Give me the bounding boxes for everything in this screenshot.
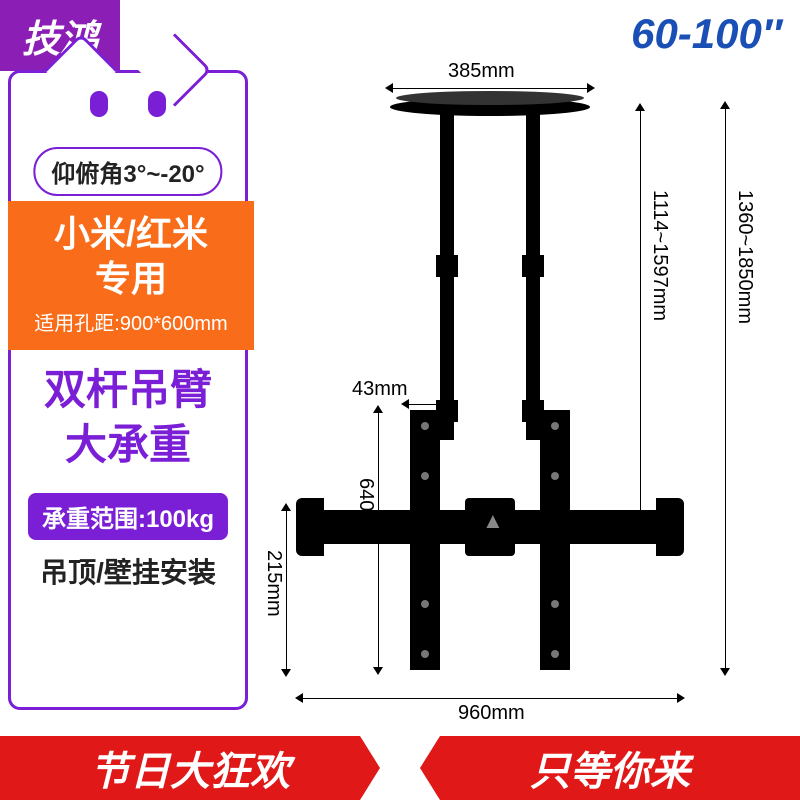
compat-title-2: 专用 — [14, 256, 248, 301]
dim-bracket-thick: 43mm — [352, 378, 408, 401]
dim-outer-height: 1360~1850mm — [733, 190, 756, 324]
product-diagram: 385mm 1114~1597mm 1360~1850mm — [280, 60, 790, 740]
tilt-angle-badge: 仰俯角3°~-20° — [33, 147, 222, 196]
feature-text: 双杆吊臂 大承重 — [11, 363, 245, 472]
install-note: 吊顶/壁挂安装 — [11, 551, 245, 591]
compat-title-1: 小米/红米 — [14, 211, 248, 256]
weight-badge: 承重范围:100kg — [28, 493, 228, 540]
dim-line-inner-h — [640, 108, 641, 518]
dim-line-thick — [406, 404, 444, 405]
cat-face — [11, 91, 245, 117]
banner-divider — [380, 736, 420, 800]
ceiling-plate — [390, 98, 590, 116]
spec-panel: 仰俯角3°~-20° 小米/红米 专用 适用孔距:900*600mm 双杆吊臂 … — [0, 70, 260, 730]
pole-right — [526, 110, 540, 440]
dim-line-top — [390, 88, 590, 89]
dim-line-side — [286, 508, 287, 672]
pole-joint — [522, 255, 544, 277]
dim-bracket-h: 640mm — [354, 478, 377, 545]
cat-eye-right — [148, 91, 166, 117]
cat-eye-left — [90, 91, 108, 117]
dim-line-bracket-h — [378, 410, 379, 670]
pole-left — [440, 110, 454, 440]
size-range-label: 60-100″ — [631, 10, 782, 58]
dim-top-plate: 385mm — [448, 60, 515, 83]
dim-line-width — [300, 698, 680, 699]
feature-line-2: 大承重 — [11, 418, 245, 473]
compatibility-box: 小米/红米 专用 适用孔距:900*600mm — [8, 201, 254, 350]
feature-line-1: 双杆吊臂 — [11, 363, 245, 418]
banner-text-right: 只等你来 — [420, 736, 800, 800]
promo-banner: 节日大狂欢 只等你来 — [0, 736, 800, 800]
banner-text-left: 节日大狂欢 — [0, 736, 380, 800]
dim-side: 215mm — [262, 550, 285, 617]
dim-width: 960mm — [458, 702, 525, 725]
dim-line-outer-h — [725, 106, 726, 671]
arrow-up-icon: ▲ — [482, 508, 504, 534]
pole-joint — [436, 255, 458, 277]
hole-spacing: 适用孔距:900*600mm — [14, 307, 248, 336]
cat-frame: 仰俯角3°~-20° 小米/红米 专用 适用孔距:900*600mm 双杆吊臂 … — [8, 70, 248, 710]
dim-inner-height: 1114~1597mm — [648, 190, 671, 321]
